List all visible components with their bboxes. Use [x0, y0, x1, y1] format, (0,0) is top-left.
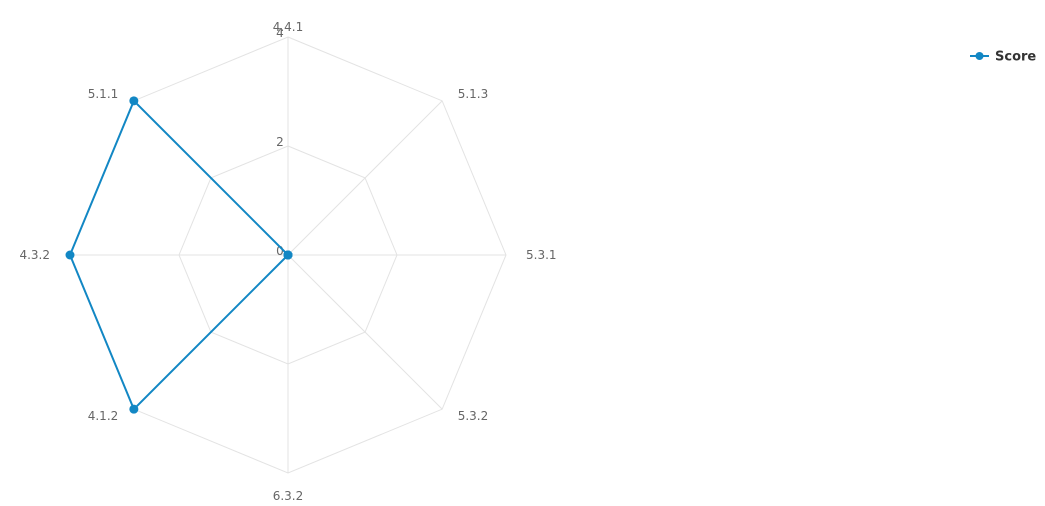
- category-label-5.1.3: 5.1.3: [458, 87, 489, 101]
- radial-tick-label: 4: [276, 26, 284, 40]
- data-point-4.3.2[interactable]: [65, 250, 75, 260]
- category-label-4.3.2: 4.3.2: [19, 248, 50, 262]
- series-layer: [65, 96, 293, 414]
- category-label-5.3.1: 5.3.1: [526, 248, 557, 262]
- category-labels: 4.4.1 5.1.3 5.3.1 5.3.2 6.3.2 4.1.2 4.3.2 5.1.1: [19, 20, 556, 503]
- legend[interactable]: Score: [970, 50, 1036, 65]
- data-point-4.1.2[interactable]: [129, 404, 139, 414]
- radial-tick-label: 0: [276, 244, 284, 258]
- legend-item-score[interactable]: Score: [995, 50, 1036, 65]
- data-point-5.1.1[interactable]: [129, 96, 139, 106]
- radial-tick-label: 2: [276, 135, 284, 149]
- category-label-6.3.2: 6.3.2: [273, 489, 304, 503]
- category-label-5.1.1: 5.1.1: [88, 87, 119, 101]
- data-point-6.3.2[interactable]: [283, 250, 293, 260]
- legend-marker-dot: [975, 52, 984, 60]
- radial-tick-labels: 0 2 4: [276, 26, 284, 258]
- spoke-5.3.2: [287, 254, 443, 410]
- category-label-4.4.1: 4.4.1: [273, 20, 304, 34]
- spoke-5.1.3: [287, 100, 443, 256]
- category-label-5.3.2: 5.3.2: [458, 409, 489, 423]
- category-label-4.1.2: 4.1.2: [88, 409, 119, 423]
